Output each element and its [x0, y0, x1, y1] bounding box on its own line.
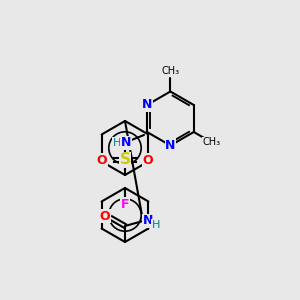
Text: H: H	[152, 220, 160, 230]
Text: N: N	[165, 139, 176, 152]
Text: O: O	[97, 154, 107, 166]
Text: N: N	[142, 98, 152, 112]
Text: CH₃: CH₃	[202, 137, 220, 147]
Text: CH₃: CH₃	[161, 67, 179, 76]
Text: S: S	[119, 152, 130, 167]
Text: N: N	[143, 214, 153, 227]
Text: O: O	[100, 209, 110, 223]
Text: O: O	[143, 154, 153, 166]
Text: F: F	[121, 197, 129, 211]
Text: N: N	[121, 136, 131, 149]
Text: H: H	[113, 138, 121, 148]
